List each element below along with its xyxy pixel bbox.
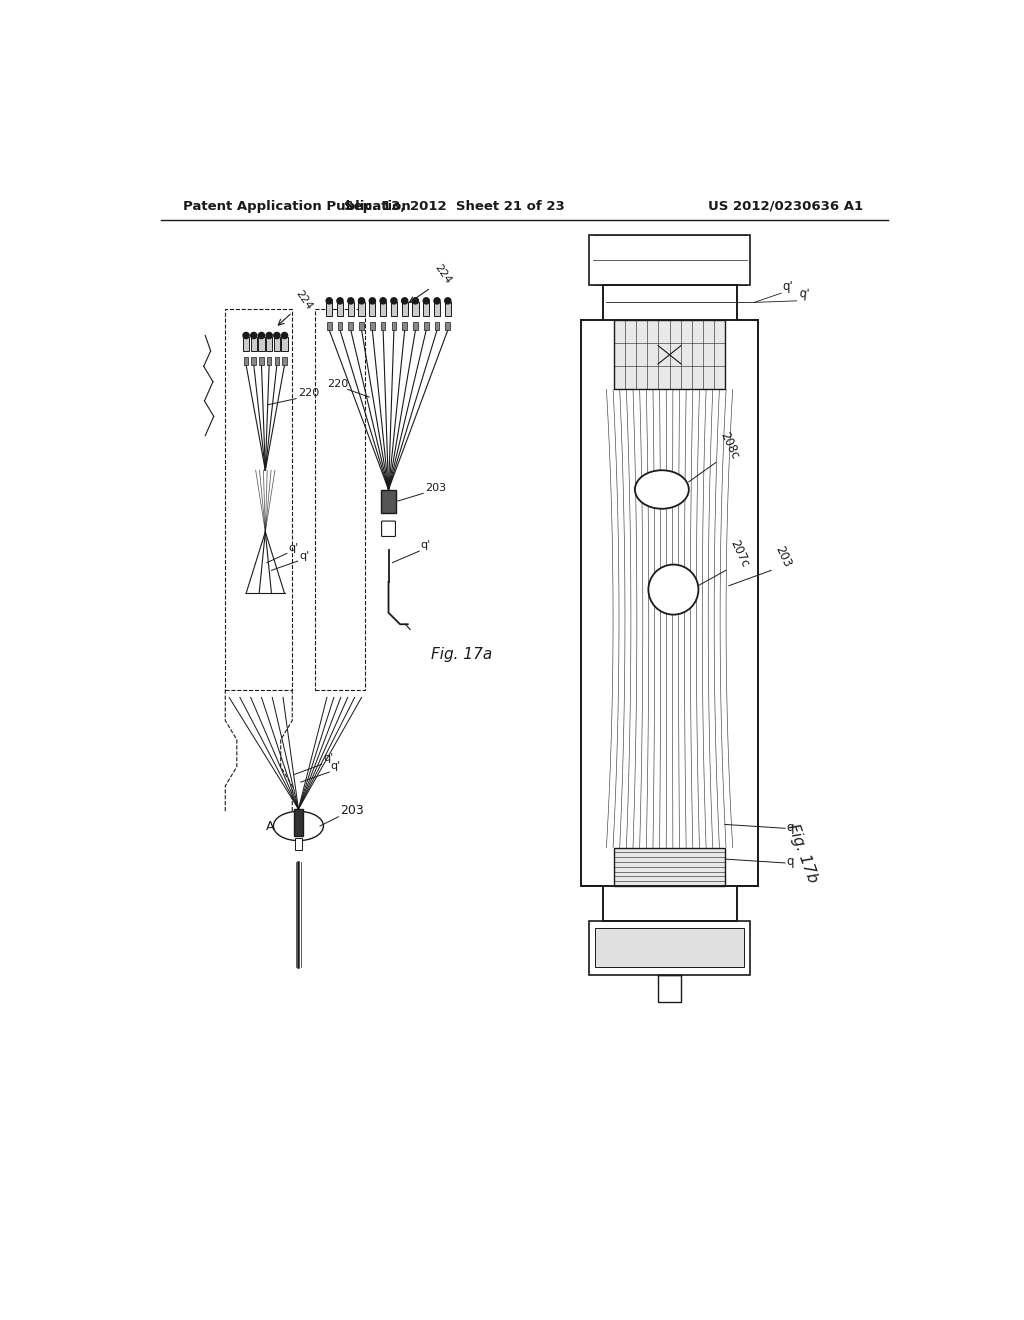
Circle shape bbox=[273, 333, 280, 339]
Bar bbox=[358, 302, 365, 317]
Bar bbox=[423, 302, 429, 317]
Bar bbox=[283, 358, 287, 364]
Bar bbox=[337, 302, 343, 317]
Ellipse shape bbox=[648, 565, 698, 615]
Bar bbox=[435, 322, 439, 330]
Circle shape bbox=[413, 298, 419, 304]
Bar bbox=[244, 358, 249, 364]
FancyBboxPatch shape bbox=[382, 521, 395, 536]
Bar bbox=[225, 309, 292, 689]
Text: q: q bbox=[786, 821, 794, 834]
Bar bbox=[315, 309, 366, 689]
Text: Fig. 17a: Fig. 17a bbox=[431, 647, 493, 661]
Text: 220: 220 bbox=[298, 388, 318, 399]
Text: q': q' bbox=[299, 550, 309, 561]
Bar bbox=[391, 302, 397, 317]
Text: 207c: 207c bbox=[727, 539, 752, 569]
Text: Sep. 13, 2012  Sheet 21 of 23: Sep. 13, 2012 Sheet 21 of 23 bbox=[344, 199, 564, 213]
Bar bbox=[338, 322, 342, 330]
Text: 208c: 208c bbox=[717, 430, 741, 462]
Bar bbox=[359, 322, 364, 330]
Bar bbox=[243, 337, 249, 351]
Bar bbox=[402, 322, 407, 330]
Bar bbox=[259, 358, 264, 364]
Circle shape bbox=[337, 298, 343, 304]
Bar bbox=[348, 322, 353, 330]
Bar bbox=[274, 358, 280, 364]
Bar bbox=[326, 302, 333, 317]
Text: A: A bbox=[266, 820, 274, 833]
Bar bbox=[589, 921, 751, 974]
Text: 224: 224 bbox=[432, 263, 453, 286]
Circle shape bbox=[391, 298, 397, 304]
Text: 203: 203 bbox=[340, 804, 364, 817]
Circle shape bbox=[444, 298, 451, 304]
Circle shape bbox=[282, 333, 288, 339]
Bar bbox=[589, 235, 751, 285]
Text: 224: 224 bbox=[294, 288, 314, 312]
Text: q': q' bbox=[782, 280, 794, 293]
Bar bbox=[401, 302, 408, 317]
Bar bbox=[295, 838, 302, 850]
Bar bbox=[444, 302, 451, 317]
Bar bbox=[614, 847, 725, 886]
Text: 220: 220 bbox=[327, 379, 348, 389]
Text: US 2012/0230636 A1: US 2012/0230636 A1 bbox=[708, 199, 863, 213]
Bar bbox=[391, 322, 396, 330]
Circle shape bbox=[380, 298, 386, 304]
Text: q': q' bbox=[331, 762, 341, 771]
Bar bbox=[595, 928, 744, 966]
Text: Patent Application Publication: Patent Application Publication bbox=[183, 199, 411, 213]
Bar bbox=[413, 302, 419, 317]
Bar bbox=[370, 322, 375, 330]
Circle shape bbox=[266, 333, 272, 339]
Bar bbox=[258, 337, 264, 351]
Circle shape bbox=[423, 298, 429, 304]
Text: 203: 203 bbox=[425, 483, 445, 494]
Bar bbox=[614, 321, 725, 389]
Bar bbox=[424, 322, 429, 330]
Bar bbox=[251, 337, 257, 351]
Bar bbox=[380, 302, 386, 317]
Text: q: q bbox=[786, 855, 794, 869]
Text: q': q' bbox=[798, 286, 810, 301]
Bar bbox=[252, 358, 256, 364]
Bar bbox=[370, 302, 376, 317]
Text: q': q' bbox=[289, 543, 299, 553]
Circle shape bbox=[326, 298, 333, 304]
Bar bbox=[327, 322, 332, 330]
Bar bbox=[282, 337, 288, 351]
Circle shape bbox=[434, 298, 440, 304]
Circle shape bbox=[348, 298, 354, 304]
Ellipse shape bbox=[635, 470, 689, 508]
Bar bbox=[434, 302, 440, 317]
Circle shape bbox=[401, 298, 408, 304]
Bar bbox=[413, 322, 418, 330]
Bar bbox=[266, 337, 272, 351]
Circle shape bbox=[258, 333, 264, 339]
Bar bbox=[294, 809, 303, 836]
Bar bbox=[445, 322, 451, 330]
Bar bbox=[273, 337, 280, 351]
Text: 203: 203 bbox=[773, 544, 794, 569]
Circle shape bbox=[251, 333, 257, 339]
Bar bbox=[658, 974, 681, 1002]
Circle shape bbox=[370, 298, 376, 304]
Circle shape bbox=[243, 333, 249, 339]
Text: q': q' bbox=[421, 540, 431, 550]
Text: q': q' bbox=[323, 754, 333, 763]
Bar bbox=[381, 322, 385, 330]
Bar bbox=[381, 490, 396, 512]
Bar bbox=[267, 358, 271, 364]
Bar bbox=[348, 302, 354, 317]
Text: Fig. 17b: Fig. 17b bbox=[785, 822, 820, 886]
Circle shape bbox=[358, 298, 365, 304]
